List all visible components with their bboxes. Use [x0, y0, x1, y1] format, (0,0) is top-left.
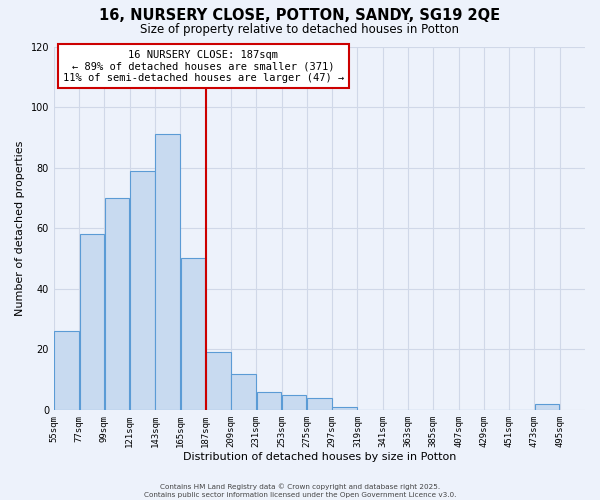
Bar [105, 198, 130, 410]
Bar [535, 404, 559, 410]
Bar [332, 407, 357, 410]
Y-axis label: Number of detached properties: Number of detached properties [15, 140, 25, 316]
Bar [282, 394, 307, 410]
Bar [130, 170, 155, 410]
Text: Contains public sector information licensed under the Open Government Licence v3: Contains public sector information licen… [144, 492, 456, 498]
Text: Contains HM Land Registry data © Crown copyright and database right 2025.: Contains HM Land Registry data © Crown c… [160, 484, 440, 490]
Text: 16 NURSERY CLOSE: 187sqm
← 89% of detached houses are smaller (371)
11% of semi-: 16 NURSERY CLOSE: 187sqm ← 89% of detach… [63, 50, 344, 82]
Bar [257, 392, 281, 410]
Bar [206, 352, 230, 410]
Text: Size of property relative to detached houses in Potton: Size of property relative to detached ho… [140, 22, 460, 36]
X-axis label: Distribution of detached houses by size in Potton: Distribution of detached houses by size … [183, 452, 456, 462]
Bar [307, 398, 332, 410]
Bar [181, 258, 205, 410]
Bar [54, 331, 79, 410]
Bar [231, 374, 256, 410]
Bar [80, 234, 104, 410]
Text: 16, NURSERY CLOSE, POTTON, SANDY, SG19 2QE: 16, NURSERY CLOSE, POTTON, SANDY, SG19 2… [100, 8, 500, 22]
Bar [155, 134, 180, 410]
